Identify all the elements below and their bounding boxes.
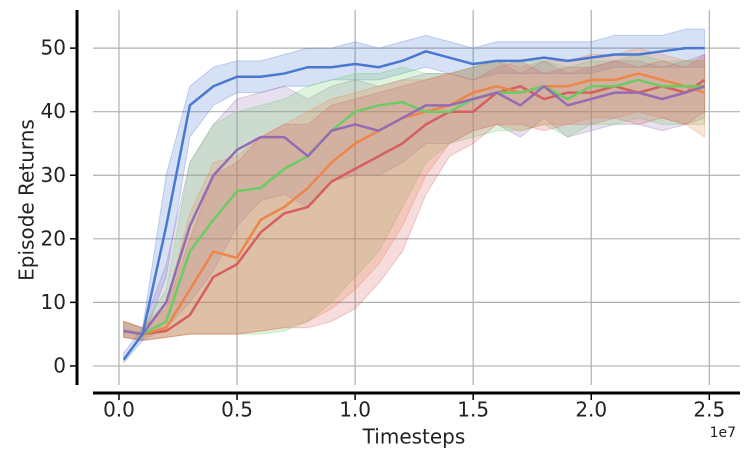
y-tick-label: 10 bbox=[41, 290, 66, 314]
line bbox=[123, 78, 705, 336]
band bbox=[123, 53, 706, 342]
band bbox=[123, 53, 706, 342]
y-tick-label: 50 bbox=[41, 36, 66, 60]
y-axis-label: Episode Returns bbox=[15, 119, 39, 281]
band bbox=[123, 53, 706, 342]
x-tick-label: 2.0 bbox=[575, 398, 607, 422]
line bbox=[123, 85, 705, 336]
band bbox=[123, 28, 706, 365]
x-offset-label: 1e7 bbox=[710, 425, 736, 441]
y-tick-label: 40 bbox=[41, 99, 66, 123]
x-tick-label: 0.0 bbox=[103, 398, 135, 422]
x-tick-label: 0.5 bbox=[221, 398, 253, 422]
x-tick-label: 1.0 bbox=[339, 398, 371, 422]
y-tick-label: 0 bbox=[53, 353, 66, 377]
x-tick-label: 2.5 bbox=[693, 398, 725, 422]
bands bbox=[123, 28, 706, 365]
y-tick-label: 20 bbox=[41, 226, 66, 250]
line bbox=[122, 46, 705, 361]
x-tick-label: 1.5 bbox=[457, 398, 489, 422]
x-axis-label: Timesteps bbox=[362, 425, 466, 449]
y-tick-label: 30 bbox=[41, 163, 66, 187]
line bbox=[123, 72, 705, 336]
band bbox=[123, 47, 706, 342]
lines bbox=[122, 46, 706, 361]
